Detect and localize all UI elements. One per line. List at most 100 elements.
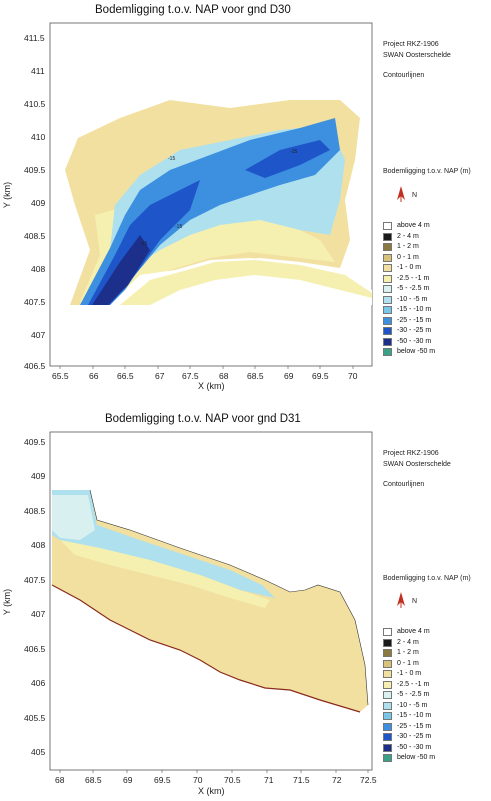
legend-swatch (383, 253, 392, 262)
ytick: 407 (31, 330, 46, 340)
ytick: 410.5 (24, 99, 46, 109)
xtick: 71 (264, 775, 274, 785)
xtick: 69 (123, 775, 133, 785)
legend-item: -10 - -5 m (383, 701, 435, 712)
legend-item: -25 - -15 m (383, 316, 435, 327)
xtick: 72.5 (360, 775, 377, 785)
map1-deep-channel-2 (92, 235, 150, 305)
legend-item: below -50 m (383, 347, 435, 358)
map1-project-info: Project RKZ-1906 SWAN Oosterschelde Cont… (383, 39, 451, 81)
project-name: Project RKZ-1906 (383, 41, 439, 48)
project-model: SWAN Oosterschelde (383, 52, 451, 59)
xtick: 72 (332, 775, 342, 785)
map1-legend-title: Bodemligging t.o.v. NAP (m) (383, 168, 471, 175)
map2-ylabel: Y (km) (2, 588, 13, 616)
legend-item: -50 - -30 m (383, 337, 435, 348)
contour-label: -15 (140, 241, 147, 247)
contour-label: -15 (175, 224, 182, 230)
map2-legend-title: Bodemligging t.o.v. NAP (m) (383, 575, 471, 582)
legend-item: -15 - -10 m (383, 305, 435, 316)
xtick: 68 (55, 775, 65, 785)
ytick: 407 (31, 609, 46, 619)
map1-title: Bodemligging t.o.v. NAP voor gnd D30 (95, 4, 291, 16)
legend-swatch (383, 733, 392, 742)
ytick: 409.5 (24, 437, 46, 447)
legend-item: below -50 m (383, 753, 435, 764)
xtick: 69 (284, 371, 294, 381)
ytick: 405.5 (24, 713, 46, 723)
ytick: 408 (31, 264, 46, 274)
xtick: 68.5 (85, 775, 102, 785)
ytick: 409 (31, 198, 46, 208)
legend-swatch (383, 232, 392, 241)
map1-ylabel: Y (km) (2, 181, 13, 209)
map2-boundary (51, 584, 361, 713)
ytick: 406.5 (24, 361, 46, 371)
legend-item: -25 - -15 m (383, 722, 435, 733)
map2-project-info: Project RKZ-1906 SWAN Oosterschelde Cont… (383, 448, 451, 490)
ytick: 411 (31, 66, 45, 76)
contour-label: -15 (168, 156, 175, 162)
xtick: 67 (155, 371, 165, 381)
ytick: 408.5 (24, 506, 46, 516)
legend-item: -5 - -2.5 m (383, 690, 435, 701)
xtick: 68 (219, 371, 229, 381)
ytick: 406 (31, 678, 46, 688)
legend-swatch (383, 327, 392, 336)
legend-swatch (383, 649, 392, 658)
xtick: 69.5 (154, 775, 171, 785)
legend-swatch (383, 712, 392, 721)
xtick: 70 (348, 371, 358, 381)
map1-xaxis-ticks (59, 366, 354, 369)
legend-swatch (383, 264, 392, 273)
north-arrow-1 (397, 186, 405, 202)
ytick: 406.5 (24, 644, 46, 654)
xtick: 67.5 (182, 371, 199, 381)
legend-item: 2 - 4 m (383, 638, 435, 649)
legend-item: 2 - 4 m (383, 232, 435, 243)
xtick: 66.5 (117, 371, 134, 381)
ytick: 407.5 (24, 575, 46, 585)
legend-swatch (383, 754, 392, 763)
ytick: 411.5 (24, 33, 45, 43)
legend-item: -2.5 - -1 m (383, 680, 435, 691)
legend-swatch (383, 316, 392, 325)
legend-swatch (383, 243, 392, 252)
legend-item: -15 - -10 m (383, 711, 435, 722)
legend-item: -5 - -2.5 m (383, 284, 435, 295)
map2-water-deep (52, 495, 95, 540)
legend-swatch (383, 348, 392, 357)
legend-swatch (383, 638, 392, 647)
legend-swatch (383, 701, 392, 710)
map2-water (52, 490, 275, 598)
xtick: 66 (89, 371, 99, 381)
legend-item: 1 - 2 m (383, 242, 435, 253)
map1-legend: above 4 m 2 - 4 m 1 - 2 m 0 - 1 m -1 - 0… (383, 221, 435, 358)
xtick: 65.5 (52, 371, 69, 381)
legend-swatch (383, 680, 392, 689)
legend-swatch (383, 743, 392, 752)
map2-xlabel: X (km) (198, 786, 225, 796)
map2-title: Bodemligging t.o.v. NAP voor gnd D31 (105, 413, 301, 425)
map1-xlabel: X (km) (198, 381, 225, 391)
ytick: 408.5 (24, 231, 46, 241)
legend-item: 1 - 2 m (383, 648, 435, 659)
display-mode: Contourlijnen (383, 481, 425, 488)
north-arrow-2 (397, 592, 405, 608)
legend-item: -1 - 0 m (383, 263, 435, 274)
legend-item: -30 - -25 m (383, 326, 435, 337)
legend-item: above 4 m (383, 627, 435, 638)
map1-band-south (120, 260, 372, 305)
legend-item: 0 - 1 m (383, 253, 435, 264)
legend-swatch (383, 306, 392, 315)
legend-item: -30 - -25 m (383, 732, 435, 743)
legend-swatch (383, 628, 392, 637)
xtick: 71.5 (293, 775, 310, 785)
legend-swatch (383, 274, 392, 283)
map1-north-label: N (412, 192, 418, 199)
ytick: 409 (31, 471, 46, 481)
xtick: 69.5 (312, 371, 329, 381)
ytick: 409.5 (24, 165, 46, 175)
ytick: 408 (31, 540, 46, 550)
